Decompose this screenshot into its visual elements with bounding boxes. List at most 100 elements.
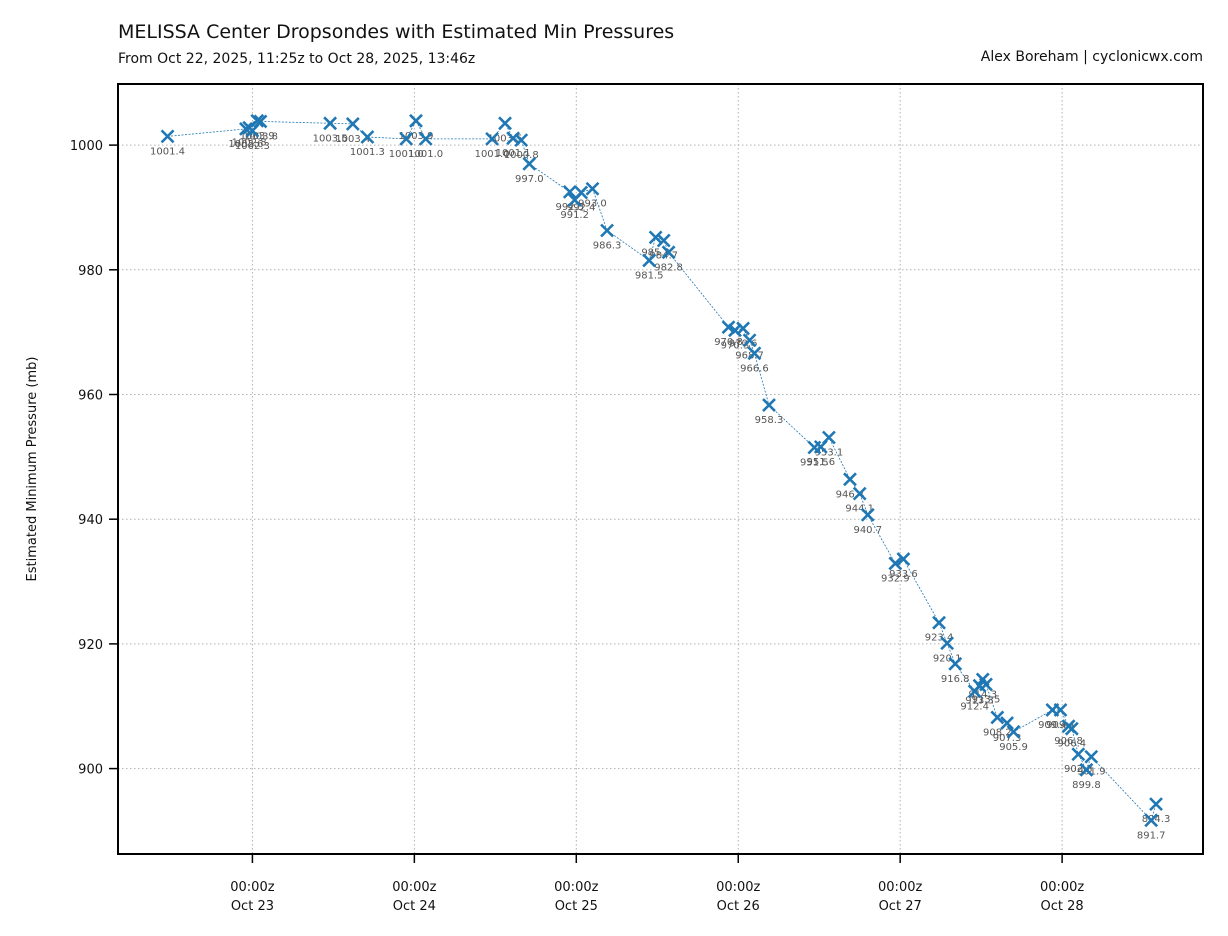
- x-tick-label-time: 00:00z: [878, 880, 922, 895]
- data-point-label: 951.5: [800, 457, 829, 468]
- x-tick-label-time: 00:00z: [1040, 880, 1084, 895]
- y-tick-label: 920: [78, 638, 103, 653]
- data-point-label: 906.8: [1054, 736, 1083, 747]
- data-point-label: 920.1: [933, 653, 962, 664]
- data-point-marker: [648, 230, 663, 245]
- data-point-label: 909.4: [1038, 720, 1067, 731]
- data-point-marker: [562, 184, 577, 199]
- data-point-marker: [1006, 724, 1021, 739]
- chart-credit: Alex Boreham | cyclonicwx.com: [980, 49, 1203, 65]
- data-point-label: 891.7: [1137, 830, 1166, 841]
- data-point-label: 932.9: [881, 573, 910, 584]
- axis-ticks: 00:00z Oct 23 00:00z Oct 24 00:00z Oct 25 00:0…: [70, 139, 1085, 914]
- data-point-marker: [1079, 762, 1094, 777]
- x-tick-label-time: 00:00z: [716, 880, 760, 895]
- data-point-marker: [585, 181, 600, 196]
- data-point-label: 894.3: [1142, 814, 1171, 825]
- data-point-marker: [1064, 721, 1079, 736]
- data-point-marker: [661, 245, 676, 260]
- data-point-marker: [253, 114, 268, 129]
- data-point-marker: [418, 131, 433, 146]
- data-point-label: 907.3: [993, 733, 1022, 744]
- data-point-marker: [1053, 703, 1068, 717]
- data-point-label: 1003.5: [313, 133, 348, 144]
- data-point-label: 905.9: [999, 742, 1028, 753]
- data-point-marker: [250, 113, 265, 128]
- data-point-label: 985.2: [641, 247, 670, 258]
- data-point-label: 902.3: [1064, 764, 1093, 775]
- data-point-marker: [747, 346, 762, 361]
- data-point-marker: [1071, 747, 1086, 762]
- data-point-label: 899.8: [1072, 780, 1101, 791]
- data-point-label: 1002.6: [228, 139, 263, 150]
- data-point-marker: [345, 116, 360, 131]
- data-point-marker: [1000, 716, 1014, 730]
- x-tick-label-time: 00:00z: [392, 880, 436, 895]
- data-point-label: 946.4: [836, 489, 865, 500]
- chart-subtitle: From Oct 22, 2025, 11:25z to Oct 28, 202…: [118, 51, 476, 67]
- gridlines: [118, 84, 1203, 854]
- data-point-marker: [1084, 749, 1099, 764]
- data-point-label: 901.9: [1077, 767, 1106, 778]
- y-axis-label: Estimated Minimum Pressure (mb): [25, 357, 40, 582]
- data-point-label: 993.0: [578, 199, 607, 210]
- data-point-label: 1001.0: [389, 149, 424, 160]
- data-point-label: 1001.4: [150, 146, 185, 157]
- data-point-marker: [522, 156, 537, 171]
- data-point-marker: [600, 223, 614, 238]
- data-point-label: 913.3: [965, 696, 994, 707]
- data-point-label: 1001.1: [496, 148, 531, 159]
- data-point-marker: [990, 710, 1005, 725]
- data-point-marker: [736, 321, 751, 336]
- data-point-marker: [399, 131, 414, 146]
- x-tick-label-date: Oct 26: [717, 899, 760, 914]
- data-point-label: 986.3: [593, 241, 622, 252]
- data-point-label: 908.2: [983, 727, 1012, 738]
- data-point-label: 997.0: [515, 174, 544, 185]
- y-tick-label: 960: [78, 388, 103, 403]
- data-point-label: 958.3: [755, 415, 784, 426]
- y-tick-label: 1000: [70, 139, 103, 154]
- data-point-label: 970.3: [721, 340, 750, 351]
- data-point-marker: [360, 130, 375, 144]
- data-point-marker: [821, 430, 836, 445]
- data-point-marker: [323, 116, 338, 131]
- data-point-label: 991.2: [560, 210, 589, 221]
- data-point-marker: [514, 133, 529, 148]
- data-point-marker: [160, 129, 175, 144]
- data-point-marker: [843, 472, 857, 487]
- data-point-marker: [656, 233, 671, 248]
- data-point-label: 1003.9: [398, 131, 433, 142]
- x-tick-label-date: Oct 25: [555, 899, 598, 914]
- data-point-marker: [888, 556, 903, 571]
- data-point-label: 1002.3: [235, 141, 270, 152]
- x-tick-label-date: Oct 28: [1041, 899, 1084, 914]
- data-point-marker: [852, 486, 867, 501]
- data-point-marker: [1149, 797, 1163, 812]
- data-point-label: 1001.3: [350, 147, 385, 158]
- data-point-marker: [498, 116, 512, 131]
- data-point-label: 940.7: [853, 525, 882, 536]
- data-point-label: 968.7: [735, 350, 764, 361]
- data-point-label: 1001.0: [408, 149, 443, 160]
- x-tick-label-time: 00:00z: [554, 880, 598, 895]
- data-point-marker: [642, 253, 657, 268]
- data-point-marker: [948, 656, 963, 671]
- data-point-marker: [409, 113, 423, 128]
- data-point-label: 970.6: [729, 338, 758, 349]
- data-point-label: 970.8: [714, 337, 743, 348]
- data-point-label: 914.3: [968, 689, 997, 700]
- data-point-label: 933.6: [889, 569, 918, 580]
- data-point-marker: [742, 333, 757, 348]
- y-tick-label: 900: [78, 763, 103, 778]
- data-point-marker: [485, 131, 500, 146]
- data-point-label: 953.1: [815, 448, 844, 459]
- series-line-group: [167, 119, 1157, 822]
- data-point-marker: [932, 615, 946, 630]
- data-point-label: 923.4: [925, 633, 954, 644]
- data-point-label: 1003.8: [243, 131, 278, 142]
- data-point-label: 912.4: [960, 701, 989, 712]
- data-point-label: 906.4: [1058, 739, 1087, 750]
